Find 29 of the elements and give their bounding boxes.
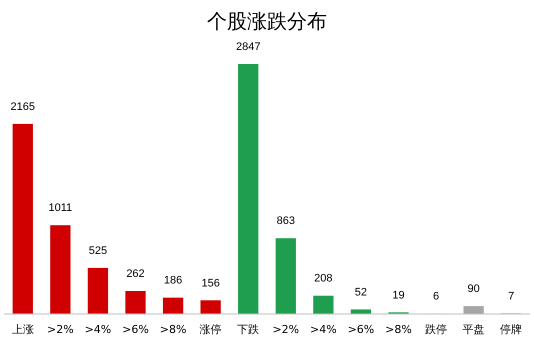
x-tick-label: 跌停 [425,323,448,336]
data-label: 1011 [48,202,72,214]
x-tick-label: >8% [385,323,412,336]
data-label: 52 [354,286,368,298]
x-tick-label: 涨停 [200,323,222,336]
chart-title: 个股涨跌分布 [207,9,327,33]
x-tick-label: 下跌 [237,323,260,336]
data-label: 186 [164,274,182,287]
data-label: 2847 [236,41,260,53]
data-label: 525 [88,244,108,257]
data-label: 90 [468,283,480,296]
x-tick-label: 平盘 [462,323,485,336]
x-tick-label: >6% [122,323,149,336]
data-label: 19 [392,289,405,302]
data-label: 7 [508,290,514,302]
data-label: 262 [126,268,145,280]
x-tick-label: >4% [310,323,337,336]
data-label: 208 [314,272,333,285]
data-label: 6 [433,290,440,302]
data-label: 863 [276,215,295,228]
x-tick-label: >2% [47,323,74,336]
x-tick-label: >6% [348,323,374,336]
x-tick-label: >8% [160,323,186,336]
data-label: 156 [201,277,220,290]
x-tick-label: 上涨 [12,323,34,336]
x-tick-label: >2% [272,323,300,336]
data-label: 2165 [10,100,36,113]
x-tick-label: >4% [84,323,112,336]
x-tick-label: 停牌 [500,323,522,336]
